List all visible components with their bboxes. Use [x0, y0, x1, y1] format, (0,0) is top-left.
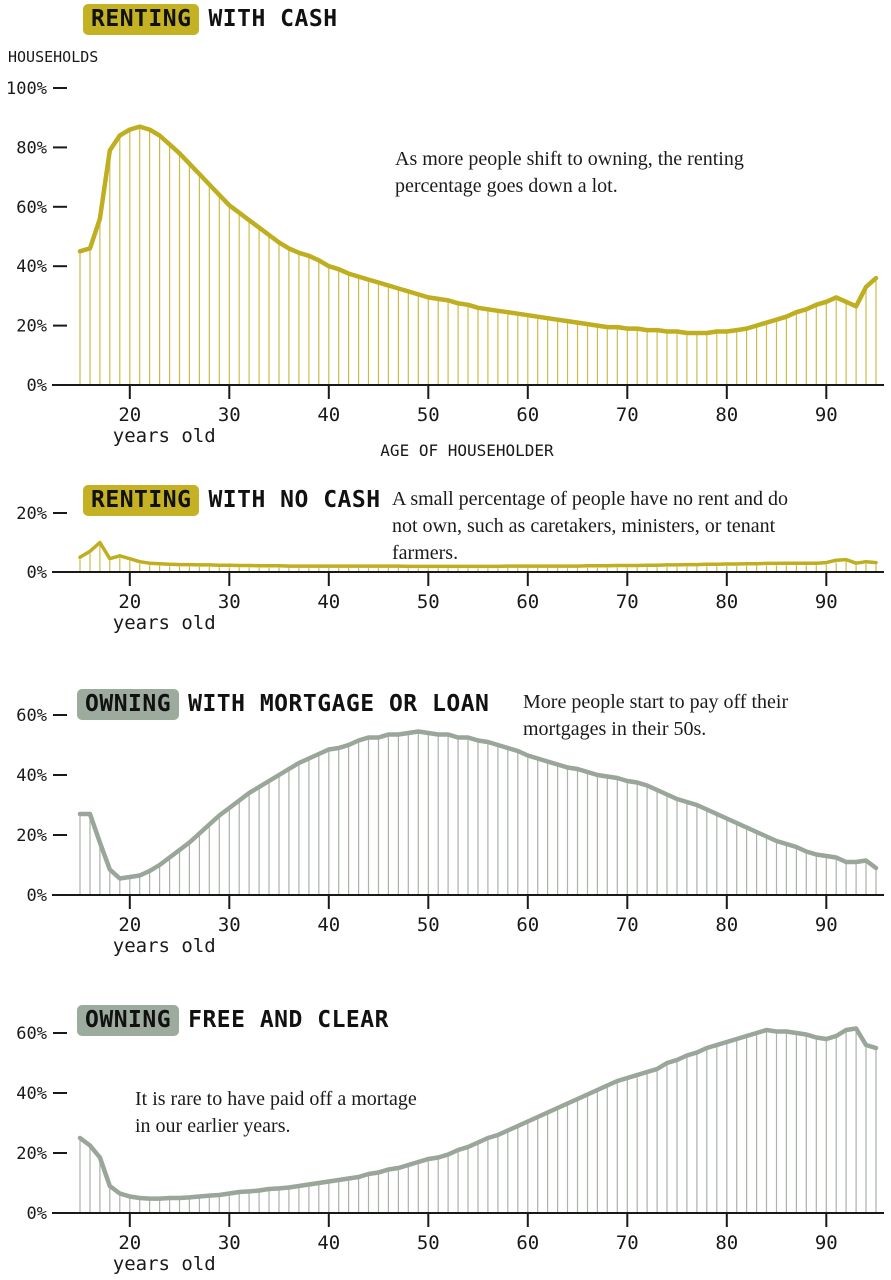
- x-tick-label: 90: [815, 914, 838, 936]
- x-tick-label: 50: [417, 591, 440, 613]
- x-tick-label: 70: [616, 591, 639, 613]
- data-line: [77, 729, 879, 881]
- drop-lines: [79, 544, 877, 571]
- chart-plot: 0% 20% 40% 60% 20 30 40 50 60 70 80 90 years old: [16, 1024, 884, 1275]
- chart-title-rest: FREE AND CLEAR: [188, 1007, 389, 1033]
- chart-title: OWNING WITH MORTGAGE OR LOAN: [77, 689, 490, 720]
- x-axis-sub-label: years old: [113, 935, 216, 957]
- y-axis: 0% 20%: [16, 504, 67, 583]
- y-tick-label: 20%: [16, 826, 47, 846]
- x-tick-label: 30: [218, 914, 241, 936]
- x-tick-label: 30: [218, 1232, 241, 1254]
- x-tick-label: 90: [815, 591, 838, 613]
- x-tick-label: 20: [118, 404, 141, 426]
- y-axis-unit-label: HOUSEHOLDS: [8, 48, 99, 66]
- x-axis: [52, 1212, 884, 1227]
- y-tick-label: 0%: [27, 376, 47, 396]
- x-tick-label: 40: [317, 1232, 340, 1254]
- x-axis-sub-label: years old: [113, 425, 216, 447]
- chart-title-highlight: RENTING: [83, 4, 200, 35]
- drop-lines: [79, 733, 877, 894]
- chart-plot: 0% 20% 20 30 40 50 60 70 80 90 years old: [16, 504, 884, 634]
- y-axis: 0% 20% 40% 60%: [16, 1024, 67, 1224]
- chart-title-highlight: OWNING: [77, 689, 180, 720]
- chart-annotation: A small percentage of people have no ren…: [392, 488, 788, 565]
- x-tick-label: 50: [417, 914, 440, 936]
- x-tick-label: 20: [118, 914, 141, 936]
- y-tick-label: 0%: [27, 563, 47, 583]
- y-tick-label: 40%: [16, 257, 47, 277]
- x-tick-label: 40: [317, 914, 340, 936]
- x-tick-label: 60: [516, 1232, 539, 1254]
- x-tick-label: 60: [516, 591, 539, 613]
- y-tick-label: 20%: [16, 317, 47, 337]
- y-tick-label: 0%: [27, 1204, 47, 1224]
- x-tick-label: 80: [715, 591, 738, 613]
- y-tick-label: 60%: [16, 706, 47, 726]
- y-tick-label: 0%: [27, 886, 47, 906]
- x-axis-sub-label: years old: [113, 612, 216, 634]
- chart-title: RENTING WITH NO CASH: [83, 485, 381, 516]
- y-tick-label: 20%: [16, 504, 47, 524]
- drop-lines: [79, 128, 877, 384]
- chart-annotation: More people start to pay off their mortg…: [523, 691, 789, 741]
- x-tick-label: 80: [715, 404, 738, 426]
- chart-title-rest: WITH MORTGAGE OR LOAN: [188, 691, 490, 717]
- x-tick-label: 50: [417, 404, 440, 426]
- x-tick-label: 90: [815, 1232, 838, 1254]
- x-tick-label: 50: [417, 1232, 440, 1254]
- data-line: [77, 1026, 879, 1201]
- x-tick-label: 70: [616, 404, 639, 426]
- y-tick-label: 40%: [16, 766, 47, 786]
- y-axis: 0% 20% 40% 60% 80% 100%: [6, 79, 67, 396]
- x-axis: [52, 894, 884, 909]
- y-axis: 0% 20% 40% 60%: [16, 706, 67, 906]
- x-tick-label: 90: [815, 404, 838, 426]
- x-tick-label: 30: [218, 591, 241, 613]
- x-axis-label: AGE OF HOUSEHOLDER: [380, 441, 554, 460]
- data-line: [78, 540, 878, 569]
- x-axis: [52, 571, 884, 586]
- y-tick-label: 80%: [16, 138, 47, 158]
- chart-plot: 0% 20% 40% 60% 20 30 40 50 60 70 80 90 years old: [16, 706, 884, 957]
- chart-title: OWNING FREE AND CLEAR: [77, 1005, 389, 1036]
- y-tick-label: 60%: [16, 198, 47, 218]
- y-tick-label: 40%: [16, 1084, 47, 1104]
- x-tick-label: 80: [715, 1232, 738, 1254]
- chart-title-highlight: RENTING: [83, 485, 200, 516]
- chart-title-highlight: OWNING: [77, 1005, 180, 1036]
- x-tick-label: 60: [516, 914, 539, 936]
- x-axis: [52, 384, 884, 399]
- chart-title-rest: WITH CASH: [208, 6, 338, 32]
- x-tick-label: 70: [616, 914, 639, 936]
- chart-annotation: As more people shift to owning, the rent…: [395, 148, 744, 198]
- x-tick-label: 70: [616, 1232, 639, 1254]
- x-tick-label: 80: [715, 914, 738, 936]
- chart-title: RENTING WITH CASH: [83, 4, 338, 35]
- x-tick-label: 60: [516, 404, 539, 426]
- x-tick-label: 20: [118, 591, 141, 613]
- chart-title-rest: WITH NO CASH: [208, 487, 381, 513]
- data-line: [77, 124, 879, 336]
- x-tick-label: 40: [317, 404, 340, 426]
- chart-annotation: It is rare to have paid off a mortage in…: [135, 1088, 417, 1138]
- chart-plot: 0% 20% 40% 60% 80% 100% 20 30 40 50 60 70 80 90 years …: [6, 79, 884, 460]
- y-tick-label: 100%: [6, 79, 47, 99]
- x-axis-sub-label: years old: [113, 1253, 216, 1275]
- x-tick-label: 30: [218, 404, 241, 426]
- y-tick-label: 20%: [16, 1144, 47, 1164]
- x-tick-label: 20: [118, 1232, 141, 1254]
- drop-lines: [79, 1030, 877, 1212]
- x-tick-label: 40: [317, 591, 340, 613]
- y-tick-label: 60%: [16, 1024, 47, 1044]
